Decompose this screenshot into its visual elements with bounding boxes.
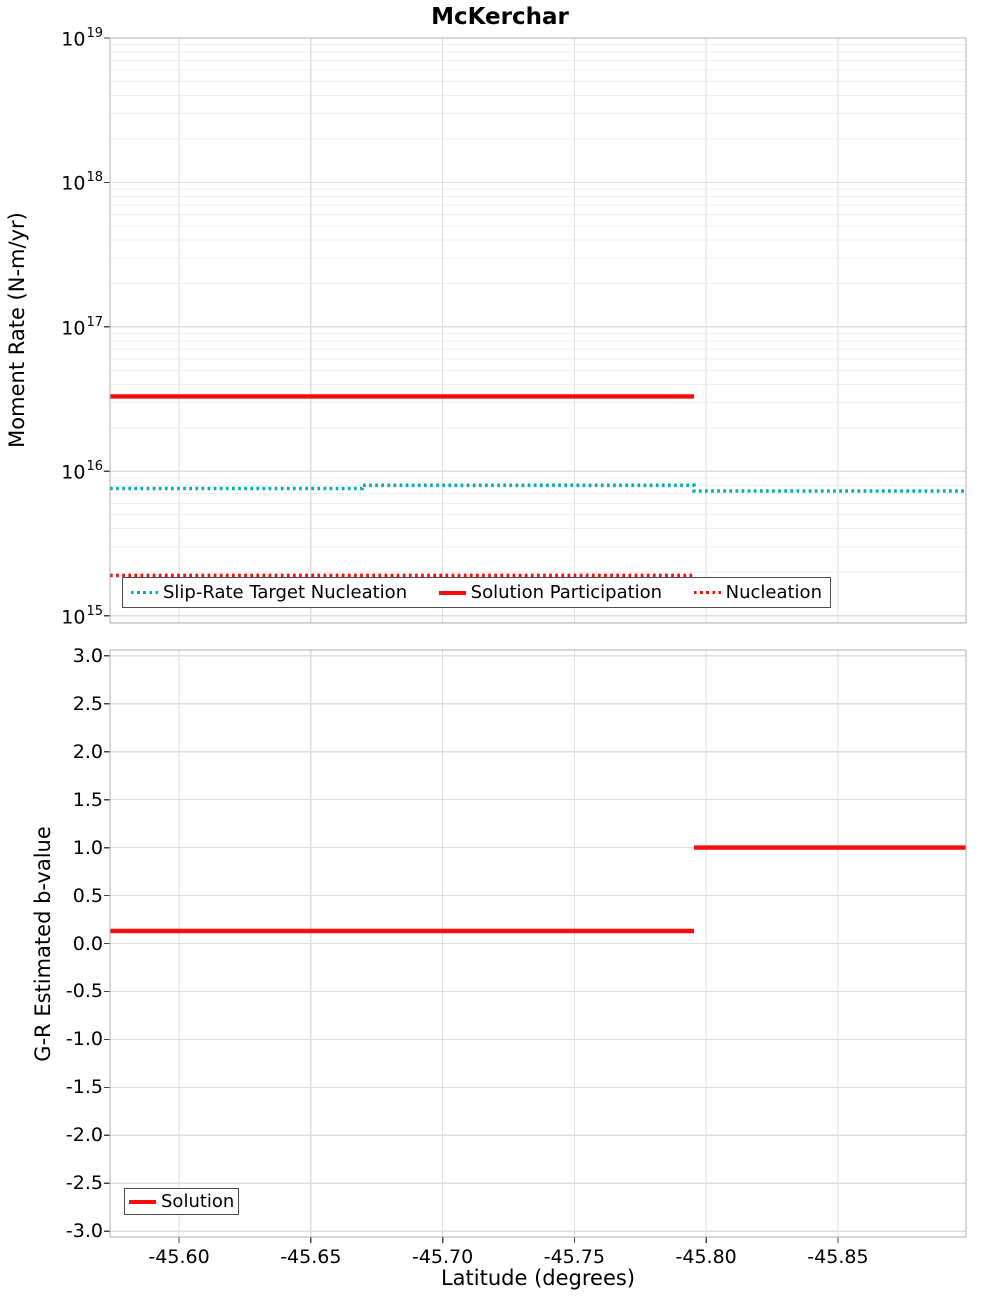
x-tick-label: -45.65 [280,1246,342,1268]
y-tick-label: 1017 [61,314,103,340]
x-tick-label: -45.80 [675,1246,737,1268]
y-tick-label: 1.0 [72,836,103,859]
legend-item-solution: Solution [129,1191,234,1212]
y-tick-label: -2.5 [65,1172,103,1195]
solution-participation-swatch [438,590,466,595]
moment-rate-legend: Slip-Rate Target Nucleation Solution Par… [122,577,831,608]
moment-rate-y-axis-label: Moment Rate (N-m/yr) [5,212,29,448]
legend-label: Slip-Rate Target Nucleation [163,582,408,603]
y-tick-label: 0.0 [72,932,103,955]
y-tick-label: 1.5 [72,788,103,811]
legend-item-solution-participation: Solution Participation [438,582,663,603]
x-tick-label: -45.85 [807,1246,869,1268]
y-tick-label: -2.0 [65,1124,103,1147]
b-value-y-axis-label: G-R Estimated b-value [31,826,55,1062]
moment-rate-y-tick-labels: 1015 1016 1017 1018 1019 [0,0,103,1300]
legend-label: Solution Participation [470,582,663,603]
b-value-legend: Solution [124,1188,239,1215]
plot-border [109,37,967,624]
series-slip-rate-target-nucleation [110,483,966,493]
plot-border [109,649,967,1238]
nucleation-swatch [693,590,721,595]
moment-rate-panel [104,37,967,624]
y-tick-label: -1.5 [65,1076,103,1099]
y-tick-label: 2.5 [72,692,103,715]
x-tick-label: -45.60 [148,1246,210,1268]
y-tick-label: 1019 [61,26,103,51]
legend-label: Nucleation [725,582,822,603]
y-tick-label: 1015 [61,603,103,629]
x-axis-label: Latitude (degrees) [440,1266,636,1290]
b-value-panel [104,649,967,1243]
y-tick-label: -0.5 [65,980,103,1003]
y-tick-label: -1.0 [65,1028,103,1051]
legend-label: Solution [161,1191,235,1212]
y-tick-label: -3.0 [65,1220,103,1243]
x-tick-label: -45.75 [543,1246,605,1268]
y-tick-label: 1016 [61,459,103,484]
figure-title: McKerchar [431,4,569,30]
y-tick-label: 0.5 [72,884,103,907]
slip-rate-target-nucleation-swatch [131,590,158,595]
x-tick-label: -45.70 [411,1246,474,1268]
legend-item-slip-rate-target-nucleation: Slip-Rate Target Nucleation [131,582,407,603]
solution-swatch [129,1199,156,1204]
legend-item-nucleation: Nucleation [693,582,822,603]
b-value-y-tick-labels: 3.0 2.5 2.0 1.5 1.0 0.5 0.0 -0.5 -1.0 -1.5 -2.0 -2.… [0,0,103,1300]
y-tick-label: 1018 [61,170,103,195]
y-tick-label: 3.0 [72,644,103,667]
y-tick-label: 2.0 [72,740,103,763]
